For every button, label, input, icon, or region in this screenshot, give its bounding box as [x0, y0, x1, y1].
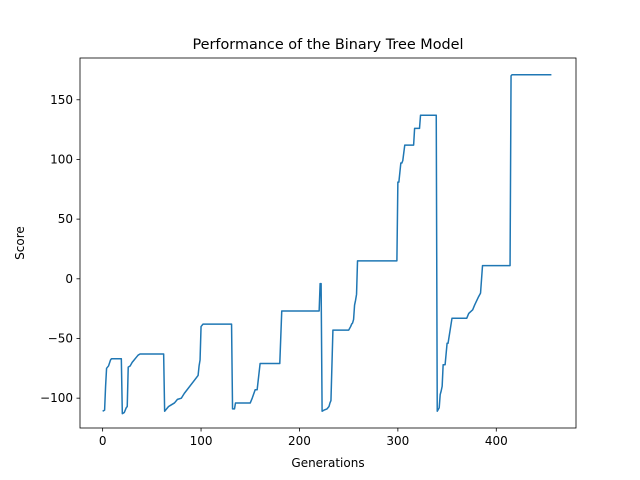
axes-frame	[79, 57, 577, 429]
y-tick-label: 0	[65, 272, 73, 286]
x-tick-label: 100	[190, 434, 213, 448]
x-axis-label: Generations	[291, 456, 364, 470]
x-tick-label: 400	[485, 434, 508, 448]
plot-area	[79, 57, 577, 429]
x-tick-label: 200	[288, 434, 311, 448]
x-tick-label: 300	[386, 434, 409, 448]
y-tick-label: 150	[50, 93, 73, 107]
y-axis-label: Score	[13, 226, 27, 260]
chart-title: Performance of the Binary Tree Model	[193, 37, 464, 53]
y-tick-label: 100	[50, 152, 73, 166]
x-axis-ticks: 0 100 200 300 400	[99, 428, 508, 448]
score-series-line	[102, 73, 552, 415]
y-axis-ticks: −100 −50 0 50 100 150	[40, 93, 80, 405]
y-tick-label: −50	[48, 331, 73, 345]
x-tick-label: 0	[99, 434, 107, 448]
y-tick-label: −100	[40, 391, 73, 405]
y-tick-label: 50	[58, 212, 73, 226]
